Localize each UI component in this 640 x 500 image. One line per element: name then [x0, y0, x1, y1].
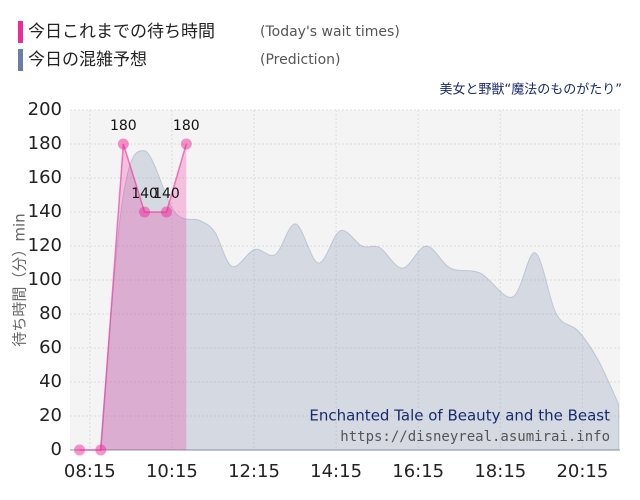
y-tick-label: 40 [39, 371, 62, 392]
x-tick-label: 08:15 [64, 461, 116, 482]
data-point [74, 444, 86, 456]
annotation: https://disneyreal.asumirai.info [340, 429, 610, 445]
x-tick-label: 12:15 [228, 461, 280, 482]
y-tick-label: 140 [28, 201, 62, 222]
x-tick-label: 10:15 [146, 461, 198, 482]
y-tick-label: 180 [28, 133, 62, 154]
y-tick-label: 60 [39, 337, 62, 358]
y-tick-label: 100 [28, 269, 62, 290]
prediction-area [99, 150, 620, 451]
y-tick-label: 20 [39, 405, 62, 426]
legend-swatch [18, 21, 23, 43]
actual-area [79, 144, 187, 450]
y-axis-label: 待ち時間（分）min [11, 213, 29, 346]
legend-label: 今日これまでの待ち時間 [28, 22, 215, 42]
data-point [160, 206, 172, 218]
data-point [95, 444, 107, 456]
data-label: 140 [131, 186, 158, 202]
data-label: 140 [153, 186, 180, 202]
annotation: Enchanted Tale of Beauty and the Beast [309, 407, 610, 425]
data-point [180, 138, 192, 150]
y-tick-label: 120 [28, 235, 62, 256]
data-label: 180 [173, 118, 200, 134]
chart-subtitle: 美女と野獣“魔法のものがたり” [440, 82, 622, 98]
legend-note: (Prediction) [260, 52, 340, 68]
y-tick-label: 160 [28, 167, 62, 188]
x-tick-label: 14:15 [310, 461, 362, 482]
x-tick-label: 18:15 [474, 461, 526, 482]
data-point [139, 206, 151, 218]
y-tick-label: 80 [39, 303, 62, 324]
data-point [117, 138, 129, 150]
legend-swatch [18, 49, 23, 71]
x-tick-label: 16:15 [392, 461, 444, 482]
y-tick-label: 0 [51, 439, 62, 460]
plot-area [70, 110, 620, 450]
legend-label: 今日の混雑予想 [28, 50, 147, 70]
data-label: 180 [110, 118, 137, 134]
x-tick-label: 20:15 [556, 461, 608, 482]
y-tick-label: 200 [28, 99, 62, 120]
legend-note: (Today's wait times) [260, 24, 400, 40]
